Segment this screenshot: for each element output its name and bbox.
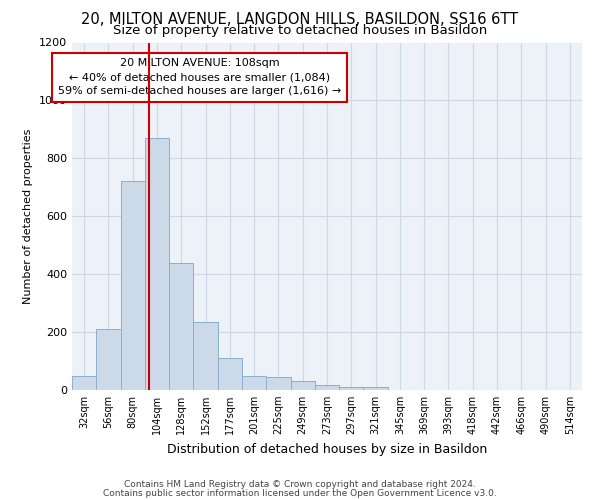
Bar	[96, 329, 121, 390]
Bar	[339, 387, 364, 390]
Bar	[145, 138, 169, 390]
Text: 20 MILTON AVENUE: 108sqm
← 40% of detached houses are smaller (1,084)
59% of sem: 20 MILTON AVENUE: 108sqm ← 40% of detach…	[58, 58, 341, 96]
Bar	[266, 377, 290, 390]
Y-axis label: Number of detached properties: Number of detached properties	[23, 128, 34, 304]
Bar	[242, 376, 266, 390]
Text: Contains public sector information licensed under the Open Government Licence v3: Contains public sector information licen…	[103, 488, 497, 498]
Text: Size of property relative to detached houses in Basildon: Size of property relative to detached ho…	[113, 24, 487, 37]
Bar	[72, 376, 96, 390]
Bar	[193, 322, 218, 390]
Bar	[218, 358, 242, 390]
Bar	[290, 382, 315, 390]
X-axis label: Distribution of detached houses by size in Basildon: Distribution of detached houses by size …	[167, 442, 487, 456]
Bar	[315, 385, 339, 390]
Text: Contains HM Land Registry data © Crown copyright and database right 2024.: Contains HM Land Registry data © Crown c…	[124, 480, 476, 489]
Bar	[169, 262, 193, 390]
Text: 20, MILTON AVENUE, LANGDON HILLS, BASILDON, SS16 6TT: 20, MILTON AVENUE, LANGDON HILLS, BASILD…	[82, 12, 518, 28]
Bar	[121, 182, 145, 390]
Bar	[364, 387, 388, 390]
